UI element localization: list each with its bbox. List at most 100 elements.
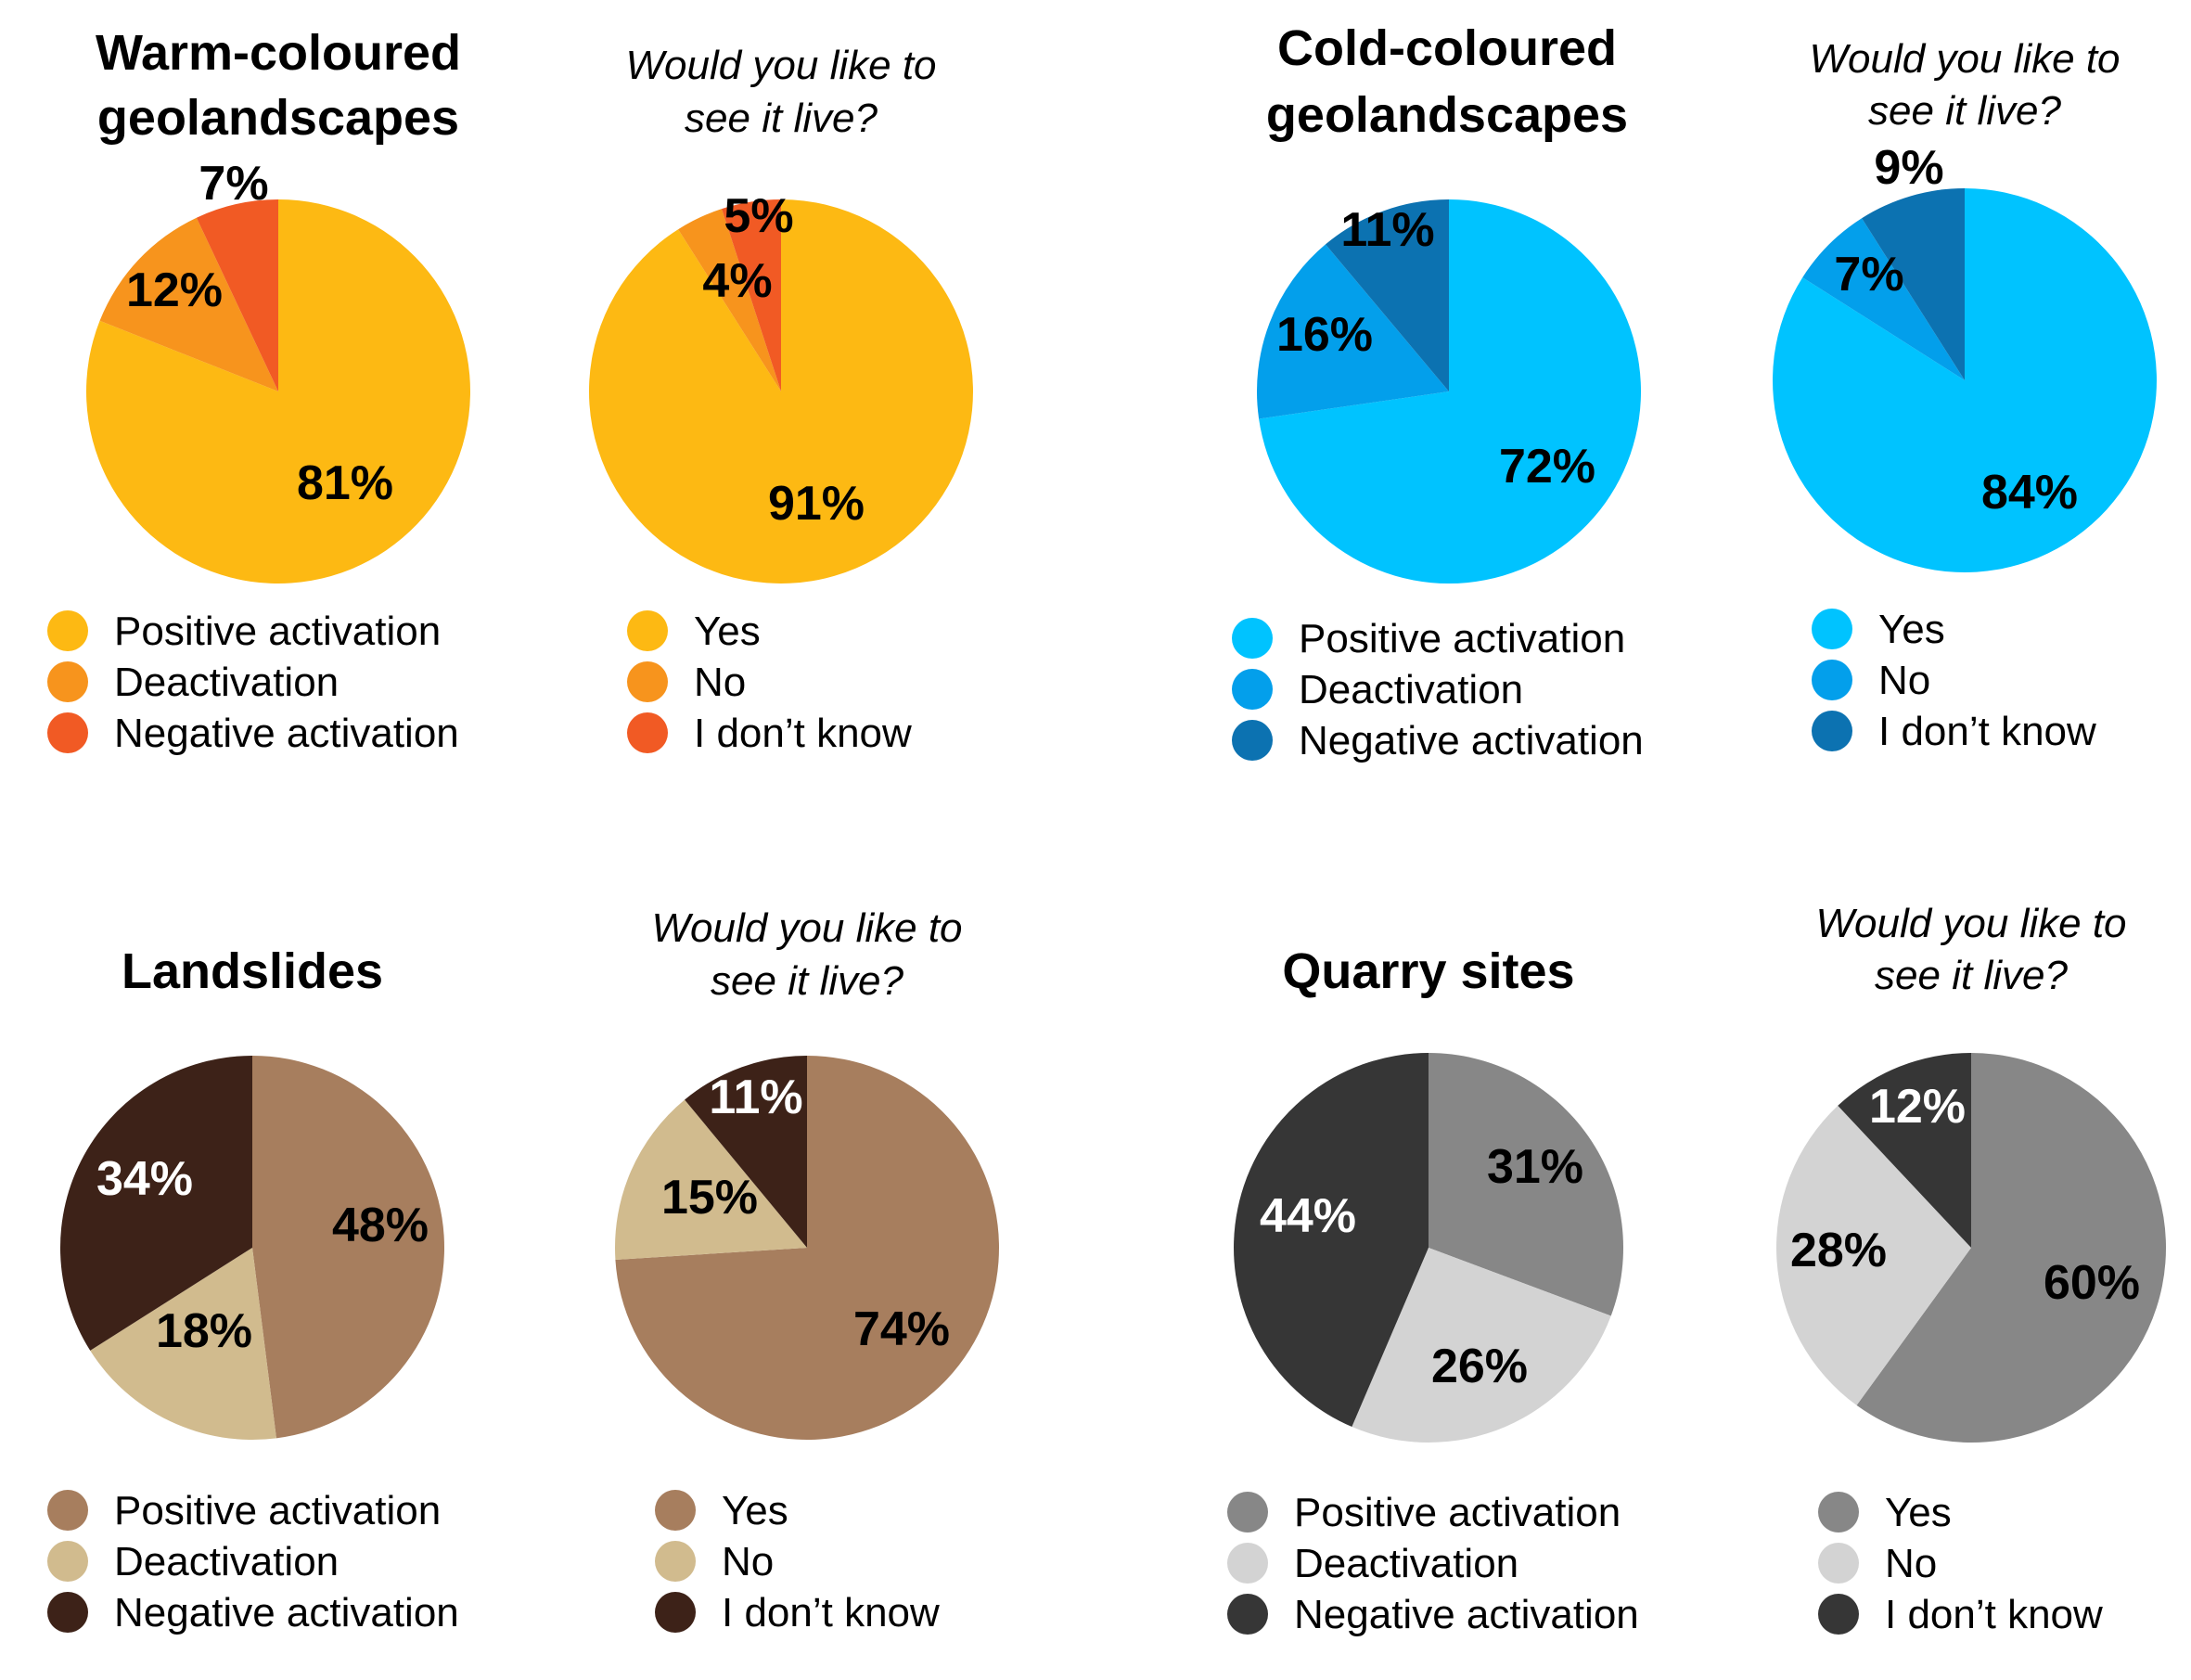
landslides-live-legend-label-1: Yes xyxy=(722,1488,788,1533)
cold-live-percent-label-1: 84% xyxy=(1981,466,2078,519)
warm-live-percent-label-2: 4% xyxy=(702,254,772,308)
landslides-live-legend-swatch-1 xyxy=(655,1490,696,1531)
cold-emotion-legend-label-3: Negative activation xyxy=(1299,718,1644,763)
cold-emotion-legend-label-1: Positive activation xyxy=(1299,616,1625,661)
cold-live-legend-label-3: I don’t know xyxy=(1878,709,2096,754)
warm-live-legend-swatch-1 xyxy=(627,610,668,651)
landslides-live-subtitle-line-1: Would you like to xyxy=(651,905,962,951)
quarry-emotion-slice-3 xyxy=(1234,1053,1429,1428)
warm-emotion-percent-label-3: 7% xyxy=(199,157,268,211)
warm-live-percent-label-3: 5% xyxy=(724,189,793,243)
warm-emotion-legend-swatch-3 xyxy=(47,712,88,753)
cold-live-legend-swatch-1 xyxy=(1812,609,1852,649)
landslides-live-legend-swatch-3 xyxy=(655,1592,696,1633)
quarry-live-subtitle-line-1: Would you like to xyxy=(1815,901,2126,946)
warm-live-legend-label-1: Yes xyxy=(694,609,761,654)
quarry-live-legend-label-2: No xyxy=(1885,1541,1937,1586)
cold-emotion-slice-2 xyxy=(1257,244,1449,419)
landslides-emotion-slice-2 xyxy=(90,1248,276,1441)
cold-emotion-slice-1 xyxy=(1259,199,1642,584)
warm-emotion-percent-label-2: 12% xyxy=(126,263,223,317)
cold-title-line-2: geolandscapes xyxy=(1266,87,1628,143)
quarry-live-slice-3 xyxy=(1838,1053,1971,1248)
cold-live-slice-1 xyxy=(1772,188,2157,572)
quarry-live-legend-swatch-2 xyxy=(1818,1543,1859,1584)
landslides-emotion-legend-label-2: Deactivation xyxy=(114,1539,339,1584)
quarry-emotion-percent-label-2: 26% xyxy=(1431,1340,1528,1393)
landslides-emotion-percent-label-1: 48% xyxy=(332,1199,429,1252)
quarry-live-legend-swatch-3 xyxy=(1818,1594,1859,1635)
landslides-emotion-legend-label-1: Positive activation xyxy=(114,1488,441,1533)
landslides-emotion-percent-label-2: 18% xyxy=(156,1304,252,1358)
warm-emotion-slice-3 xyxy=(196,199,278,391)
cold-live-slice-2 xyxy=(1802,218,1965,380)
warm-live-subtitle-line-2: see it live? xyxy=(685,96,878,141)
cold-emotion-slice-3 xyxy=(1325,199,1449,391)
quarry-emotion-percent-label-1: 31% xyxy=(1487,1140,1583,1194)
cold-live-subtitle-line-1: Would you like to xyxy=(1809,36,2120,82)
quarry-emotion-percent-label-3: 44% xyxy=(1260,1189,1356,1243)
landslides-live-subtitle-line-2: see it live? xyxy=(711,958,903,1004)
landslides-title-line-1: Landslides xyxy=(122,943,383,999)
warm-live-legend-label-3: I don’t know xyxy=(694,711,912,756)
warm-emotion-percent-label-1: 81% xyxy=(297,456,393,510)
quarry-emotion-slice-2 xyxy=(1352,1248,1611,1443)
quarry-emotion-legend-label-1: Positive activation xyxy=(1294,1490,1621,1535)
cold-emotion-percent-label-2: 16% xyxy=(1276,308,1373,362)
landslides-live-slice-1 xyxy=(615,1056,1000,1440)
quarry-emotion-legend-swatch-2 xyxy=(1227,1543,1268,1584)
warm-emotion-legend-label-1: Positive activation xyxy=(114,609,441,654)
landslides-live-slice-3 xyxy=(685,1056,807,1248)
cold-live-slice-3 xyxy=(1862,188,1965,380)
warm-live-legend-label-2: No xyxy=(694,660,746,705)
quarry-live-subtitle-line-2: see it live? xyxy=(1875,953,2068,998)
warm-live-slice-1 xyxy=(588,199,973,584)
quarry-emotion-legend-swatch-1 xyxy=(1227,1492,1268,1533)
quarry-live-percent-label-1: 60% xyxy=(2044,1256,2140,1310)
quarry-live-legend-swatch-1 xyxy=(1818,1492,1859,1533)
landslides-live-legend-label-2: No xyxy=(722,1539,774,1584)
warm-title-line-1: Warm-coloured xyxy=(96,25,461,81)
landslides-emotion-legend-swatch-2 xyxy=(47,1541,88,1582)
warm-live-slice-3 xyxy=(722,199,781,391)
quarry-live-percent-label-2: 28% xyxy=(1790,1224,1887,1277)
quarry-emotion-legend-label-2: Deactivation xyxy=(1294,1541,1518,1586)
quarry-live-legend-label-3: I don’t know xyxy=(1885,1592,2103,1637)
landslides-live-percent-label-3: 11% xyxy=(709,1071,802,1124)
cold-live-subtitle-line-2: see it live? xyxy=(1868,88,2061,134)
cold-live-legend-label-1: Yes xyxy=(1878,607,1945,652)
quarry-emotion-slice-1 xyxy=(1429,1053,1624,1316)
cold-emotion-legend-swatch-1 xyxy=(1232,618,1273,659)
landslides-live-percent-label-1: 74% xyxy=(853,1302,950,1356)
cold-live-legend-swatch-2 xyxy=(1812,660,1852,700)
landslides-emotion-legend-swatch-1 xyxy=(47,1490,88,1531)
cold-live-legend-swatch-3 xyxy=(1812,711,1852,751)
warm-live-legend-swatch-3 xyxy=(627,712,668,753)
warm-emotion-legend-swatch-1 xyxy=(47,610,88,651)
warm-live-legend-swatch-2 xyxy=(627,661,668,702)
quarry-live-slice-2 xyxy=(1776,1105,1971,1405)
warm-live-subtitle-line-1: Would you like to xyxy=(625,43,936,88)
warm-title-line-2: geolandscapes xyxy=(97,90,459,146)
cold-emotion-legend-swatch-3 xyxy=(1232,720,1273,761)
landslides-emotion-legend-swatch-3 xyxy=(47,1592,88,1633)
quarry-live-percent-label-3: 12% xyxy=(1869,1080,1966,1134)
cold-emotion-legend-swatch-2 xyxy=(1232,669,1273,710)
cold-emotion-percent-label-1: 72% xyxy=(1499,440,1595,494)
cold-title-line-1: Cold-coloured xyxy=(1277,20,1617,76)
warm-live-slice-2 xyxy=(678,209,781,391)
cold-live-percent-label-3: 9% xyxy=(1874,141,1943,195)
quarry-live-slice-1 xyxy=(1856,1053,2167,1443)
cold-live-legend-label-2: No xyxy=(1878,658,1930,703)
landslides-emotion-legend-label-3: Negative activation xyxy=(114,1590,459,1635)
warm-emotion-legend-label-3: Negative activation xyxy=(114,711,459,756)
landslides-live-slice-2 xyxy=(615,1099,807,1260)
landslides-emotion-percent-label-3: 34% xyxy=(96,1152,193,1206)
quarry-emotion-legend-label-3: Negative activation xyxy=(1294,1592,1639,1637)
landslides-emotion-slice-3 xyxy=(59,1056,252,1351)
warm-emotion-legend-label-2: Deactivation xyxy=(114,660,339,705)
warm-live-percent-label-1: 91% xyxy=(768,477,865,531)
landslides-emotion-slice-1 xyxy=(252,1056,445,1439)
cold-emotion-percent-label-3: 11% xyxy=(1340,203,1434,257)
